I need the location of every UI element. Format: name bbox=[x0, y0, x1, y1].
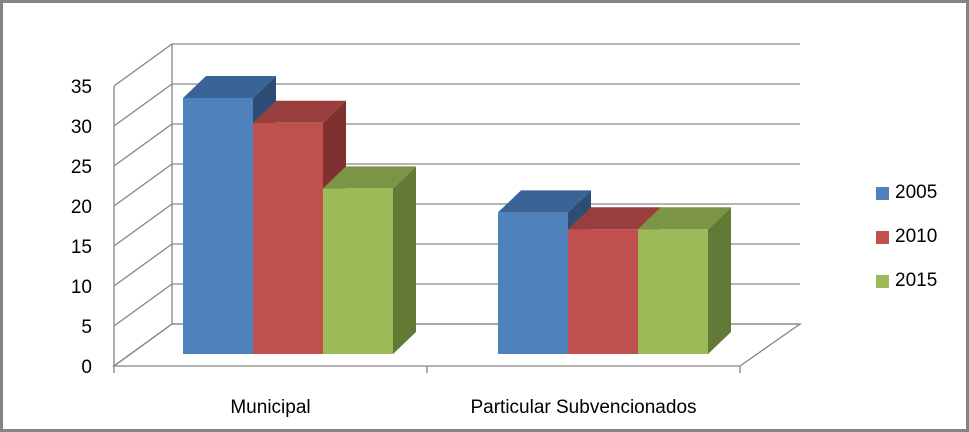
bar-top bbox=[498, 190, 591, 213]
bar-front bbox=[568, 229, 638, 354]
legend-item-2010: 2010 bbox=[876, 222, 937, 252]
y-tick-label: 30 bbox=[71, 117, 92, 138]
y-tick-label: 25 bbox=[71, 157, 92, 178]
legend-swatch-2005 bbox=[876, 186, 889, 200]
bar-2015-municipal bbox=[323, 166, 416, 354]
bar-side bbox=[393, 166, 416, 354]
gridline-diagonal bbox=[113, 83, 173, 127]
gridline-diagonal bbox=[113, 283, 173, 327]
bar-top bbox=[183, 76, 276, 98]
y-tick-label: 10 bbox=[71, 277, 92, 298]
bar-2015-particular-subvencionados bbox=[638, 207, 731, 354]
axes bbox=[111, 44, 803, 373]
legend-item-2015: 2015 bbox=[876, 266, 937, 296]
y-tick-label: 35 bbox=[71, 77, 92, 98]
gridline-diagonal bbox=[113, 123, 173, 167]
y-tick-label: 5 bbox=[81, 317, 92, 338]
bar-top bbox=[638, 207, 731, 230]
bar-front bbox=[498, 212, 568, 354]
gridline-diagonal bbox=[113, 203, 173, 247]
y-tick-label: 0 bbox=[81, 357, 92, 378]
legend-item-2005: 2005 bbox=[876, 178, 937, 208]
bar-top bbox=[323, 166, 416, 189]
x-category-label: Municipal bbox=[230, 397, 310, 418]
legend: 2005 2010 2015 bbox=[876, 178, 937, 310]
gridline-diagonal bbox=[113, 243, 173, 287]
y-tick-label: 15 bbox=[71, 237, 92, 258]
bar-front bbox=[323, 188, 393, 354]
legend-label-2005: 2005 bbox=[895, 182, 938, 203]
legend-label-2015: 2015 bbox=[895, 270, 938, 291]
gridline-diagonal bbox=[113, 163, 173, 207]
gridline-diagonal bbox=[113, 43, 173, 87]
y-tick-labels: 0 5 10 15 20 25 30 35 bbox=[71, 77, 92, 378]
bar-2010-municipal bbox=[253, 100, 346, 354]
bar-top bbox=[568, 207, 661, 230]
bar-side bbox=[708, 207, 731, 354]
legend-swatch-2010 bbox=[876, 230, 889, 244]
legend-swatch-2015 bbox=[876, 274, 889, 288]
legend-label-2010: 2010 bbox=[895, 226, 938, 247]
floor bbox=[111, 323, 803, 367]
bar-front bbox=[183, 98, 253, 354]
y-tick-label: 20 bbox=[71, 197, 92, 218]
bar-top bbox=[253, 100, 346, 123]
x-category-labels: Municipal Particular Subvencionados bbox=[230, 397, 696, 418]
x-category-label: Particular Subvencionados bbox=[470, 397, 696, 418]
bar-front bbox=[253, 122, 323, 354]
bars bbox=[183, 76, 731, 354]
bar-front bbox=[638, 229, 708, 354]
